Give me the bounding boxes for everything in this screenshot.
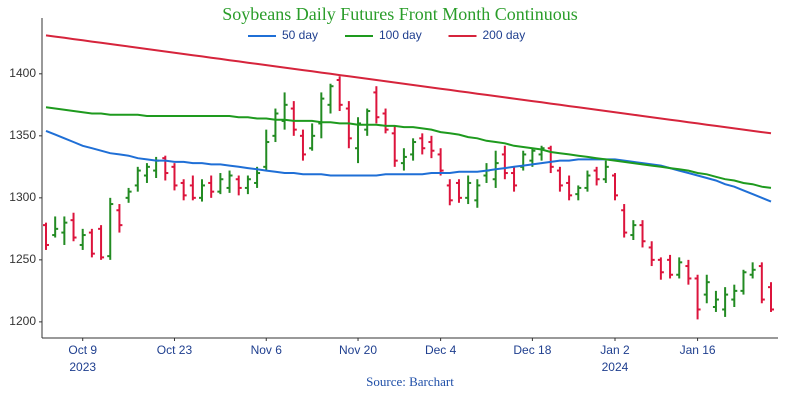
moving-average-line xyxy=(45,34,772,135)
x-tick-label: Oct 9 xyxy=(68,343,97,357)
x-tick-year: 2023 xyxy=(69,360,96,374)
moving-average-line xyxy=(45,129,772,203)
legend-label: 100 day xyxy=(379,28,422,42)
chart-title: Soybeans Daily Futures Front Month Conti… xyxy=(222,4,578,24)
x-tick-label: Jan 2 xyxy=(600,343,630,357)
legend-label: 200 day xyxy=(483,28,526,42)
source-note: Source: Barchart xyxy=(366,374,454,389)
y-tick-label: 1250 xyxy=(9,252,36,266)
moving-average-line xyxy=(45,106,772,189)
y-tick-label: 1350 xyxy=(9,128,36,142)
x-tick-year: 2024 xyxy=(602,360,629,374)
x-tick-label: Jan 16 xyxy=(680,343,716,357)
y-tick-label: 1200 xyxy=(9,314,36,328)
legend-label: 50 day xyxy=(282,28,318,42)
x-tick-label: Dec 18 xyxy=(513,343,551,357)
y-tick-label: 1400 xyxy=(9,66,36,80)
x-tick-label: Nov 6 xyxy=(251,343,283,357)
y-tick-label: 1300 xyxy=(9,190,36,204)
x-tick-label: Dec 4 xyxy=(425,343,457,357)
x-tick-label: Oct 23 xyxy=(157,343,193,357)
price-bars xyxy=(43,76,774,320)
x-tick-label: Nov 20 xyxy=(339,343,377,357)
